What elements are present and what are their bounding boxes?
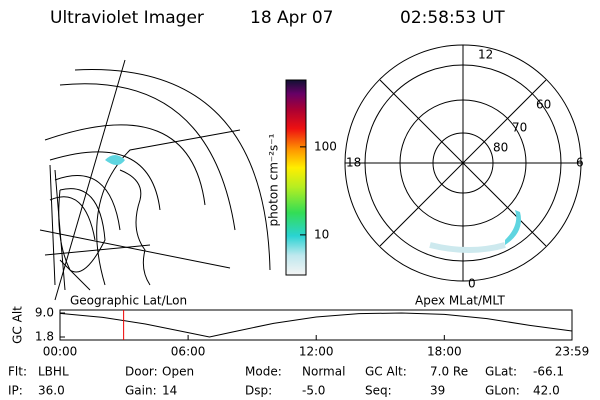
mlt-label: 0 <box>468 277 476 291</box>
map-caption: Geographic Lat/Lon <box>70 294 187 308</box>
colorbar <box>285 79 307 276</box>
info-value: 39 <box>430 384 445 398</box>
mlat-label: 70 <box>512 121 527 135</box>
info-value: 42.0 <box>533 384 560 398</box>
y-tick-label: 1.8 <box>35 330 54 344</box>
x-tick-label: 12:00 <box>299 345 334 359</box>
colorbar-tick-label: 10 <box>314 227 329 241</box>
altitude-curve <box>59 312 573 338</box>
geo-map <box>39 59 271 301</box>
info-label: GLon: <box>485 384 520 398</box>
mlt-label: 6 <box>576 156 584 170</box>
info-label: Flt: <box>8 365 27 379</box>
date: 18 Apr 07 <box>250 8 333 28</box>
polar-grid <box>344 44 582 282</box>
info-label: Gain: <box>125 384 157 398</box>
info-label: GC Alt: <box>365 365 407 379</box>
mlt-label: 18 <box>346 156 361 170</box>
y-tick-label: 9.0 <box>35 306 54 320</box>
info-value: Normal <box>302 365 345 379</box>
info-value: -66.1 <box>533 365 564 379</box>
info-label: GLat: <box>485 365 517 379</box>
mlat-label: 80 <box>493 141 508 155</box>
mlat-label: 60 <box>536 98 551 112</box>
info-label: Dsp: <box>245 384 272 398</box>
time: 02:58:53 UT <box>400 8 505 28</box>
info-value: 36.0 <box>38 384 65 398</box>
info-value: Open <box>162 365 194 379</box>
colorbar-tick-label: 100 <box>314 139 337 153</box>
aurora <box>505 210 521 245</box>
info-value: LBHL <box>38 365 69 379</box>
mlt-label: 12 <box>478 48 493 62</box>
info-label: Door: <box>125 365 158 379</box>
colorbar-label: photon cm⁻²s⁻¹ <box>267 133 281 226</box>
info-label: Mode: <box>245 365 282 379</box>
x-tick-label: 00:00 <box>43 345 78 359</box>
x-tick-label: 06:00 <box>171 345 206 359</box>
info-label: IP: <box>8 384 23 398</box>
title: Ultraviolet Imager <box>50 8 204 28</box>
x-tick-label: 23:59 <box>555 345 590 359</box>
info-label: Seq: <box>365 384 392 398</box>
aurora <box>105 155 125 165</box>
altitude-ylabel: GC Alt <box>11 306 25 344</box>
info-value: -5.0 <box>302 384 325 398</box>
info-value: 14 <box>162 384 177 398</box>
aurora <box>429 242 506 253</box>
info-value: 7.0 Re <box>430 365 468 379</box>
x-tick-label: 18:00 <box>427 345 462 359</box>
polar-caption: Apex MLat/MLT <box>415 294 505 308</box>
